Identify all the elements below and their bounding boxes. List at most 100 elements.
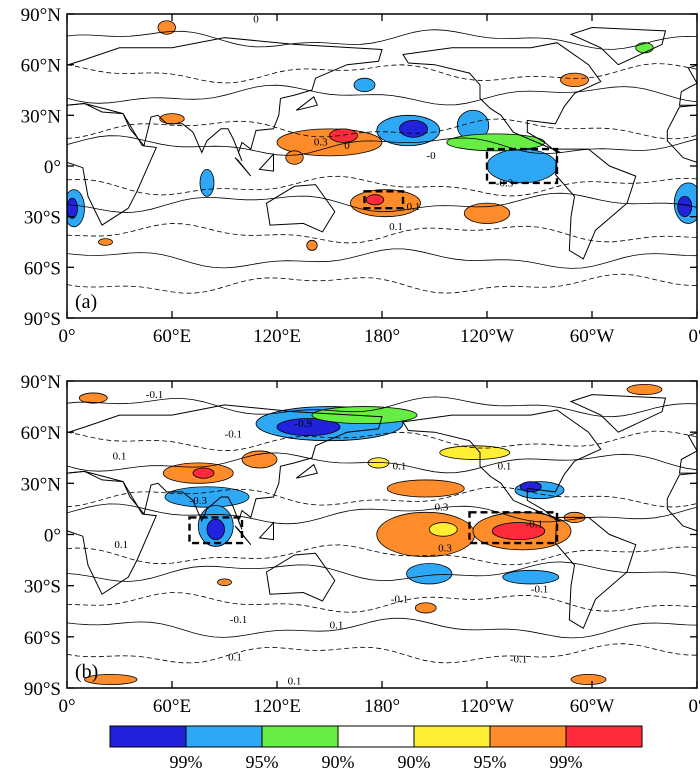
significance-patch (276, 418, 341, 436)
contour-line (67, 192, 697, 213)
coastline (554, 516, 637, 630)
coastline (666, 104, 697, 163)
significance-patch (217, 578, 232, 587)
colorbar-swatch (413, 725, 491, 748)
contour-line (67, 118, 697, 140)
colorbar-swatch (489, 725, 567, 748)
contour-line (67, 84, 697, 106)
x-tick-label: 0° (58, 696, 75, 717)
map-area: -0.1 -0.9 -0.1 0.1 0.1 0.1 -0.3 0.3 -0.1 0.3 0.1 -0… (67, 384, 697, 688)
y-tick-label: 30°N (21, 106, 62, 127)
coastline (295, 96, 318, 111)
y-tick-label: 60°S (24, 628, 61, 649)
significance-patch (386, 479, 465, 498)
contour-label: 0.1 (407, 201, 421, 213)
panel-label: (a) (75, 291, 97, 313)
x-tick-label: 120°E (253, 326, 301, 347)
contour-line (67, 135, 697, 156)
significance-patch (626, 384, 663, 396)
contour-label: -0.9 (295, 418, 313, 430)
significance-patch (241, 450, 278, 469)
significance-patch (206, 518, 225, 541)
y-tick-label: 0° (44, 526, 61, 547)
significance-patch (306, 239, 318, 251)
significance-patch (439, 445, 511, 460)
contour-label: 0.1 (114, 539, 128, 551)
y-tick-label: 30°N (21, 474, 62, 495)
colorbar-label: 99% (170, 752, 203, 772)
significance-patch (428, 522, 458, 537)
coastline (666, 472, 697, 532)
coastline (258, 152, 274, 172)
significance-patch (329, 128, 358, 143)
y-tick-label: 30°S (24, 577, 61, 598)
panel-label: (b) (75, 661, 98, 683)
y-tick-label: 60°N (21, 56, 62, 77)
y-tick-label: 90°S (24, 309, 61, 330)
significance-patch (519, 481, 542, 493)
significance-patch (67, 197, 78, 219)
contour-label: 0.1 (113, 450, 127, 462)
significance-patch (502, 569, 560, 585)
x-tick-label: 120°W (460, 326, 514, 347)
significance-patch (406, 563, 453, 585)
contour-label: 0.1 (228, 652, 242, 664)
dashed-box-region (485, 147, 559, 185)
coastline (234, 157, 252, 177)
contour-label: -0.1 (510, 653, 527, 665)
contour-label: -0.1 (526, 519, 543, 531)
significance-patch (365, 194, 385, 206)
contour-line (67, 643, 697, 664)
map-area: 0.3 0 -0.3 0.1 0.1 -0 0 (67, 13, 697, 294)
contour-label: -0.1 (531, 583, 548, 595)
significance-patch (560, 72, 589, 88)
dashed-box-region (188, 516, 244, 545)
colorbar-label: 90% (322, 752, 355, 772)
x-tick-label: 60°W (570, 326, 615, 347)
y-tick-label: 90°N (21, 372, 62, 393)
coastline (402, 409, 602, 522)
colorbar-label: 90% (398, 752, 431, 772)
x-tick-label: 0° (688, 696, 700, 717)
contour-line (67, 617, 697, 639)
contour-line (67, 396, 697, 418)
colorbar-swatch (261, 725, 339, 748)
colorbar-swatch (565, 725, 643, 748)
contour-label: 0.3 (435, 502, 449, 514)
contour-label: 0.3 (438, 543, 452, 555)
colorbar-label: 95% (474, 752, 507, 772)
colorbar-label: 95% (246, 752, 279, 772)
x-tick-label: 120°W (460, 696, 514, 717)
contour-label: 0.1 (330, 619, 344, 631)
significance-patch (164, 486, 250, 508)
x-tick-label: 0° (58, 326, 75, 347)
contour-label: -0.1 (391, 594, 408, 606)
significance-patch (353, 77, 376, 93)
x-tick-label: 60°E (153, 696, 191, 717)
coastline (295, 463, 318, 479)
coastline (554, 148, 637, 260)
contour-line (67, 430, 697, 452)
significance-patch (414, 602, 437, 614)
significance-patch (635, 42, 654, 54)
colorbar-swatch (185, 725, 263, 748)
colorbar-swatch (337, 725, 415, 748)
x-tick-label: 0° (688, 326, 700, 347)
significance-patch (98, 238, 113, 246)
contour-label: 0 (344, 140, 350, 152)
y-tick-label: 0° (44, 157, 61, 178)
significance-patch (570, 673, 607, 685)
y-tick-label: 90°N (21, 5, 62, 26)
contour-label: 0.1 (393, 461, 407, 473)
contour-label: 0 (253, 13, 259, 25)
contour-label: -0 (426, 150, 436, 162)
colorbar-legend: 99% 95% 90% 90% 95% 99% (109, 725, 643, 772)
contour-line (67, 248, 697, 269)
dashed-box-region (468, 511, 559, 545)
contour-line (67, 486, 697, 508)
contour-label: -0.3 (190, 495, 208, 507)
plot-frame (66, 13, 698, 319)
coastline (258, 521, 274, 541)
contour-line (67, 63, 697, 84)
